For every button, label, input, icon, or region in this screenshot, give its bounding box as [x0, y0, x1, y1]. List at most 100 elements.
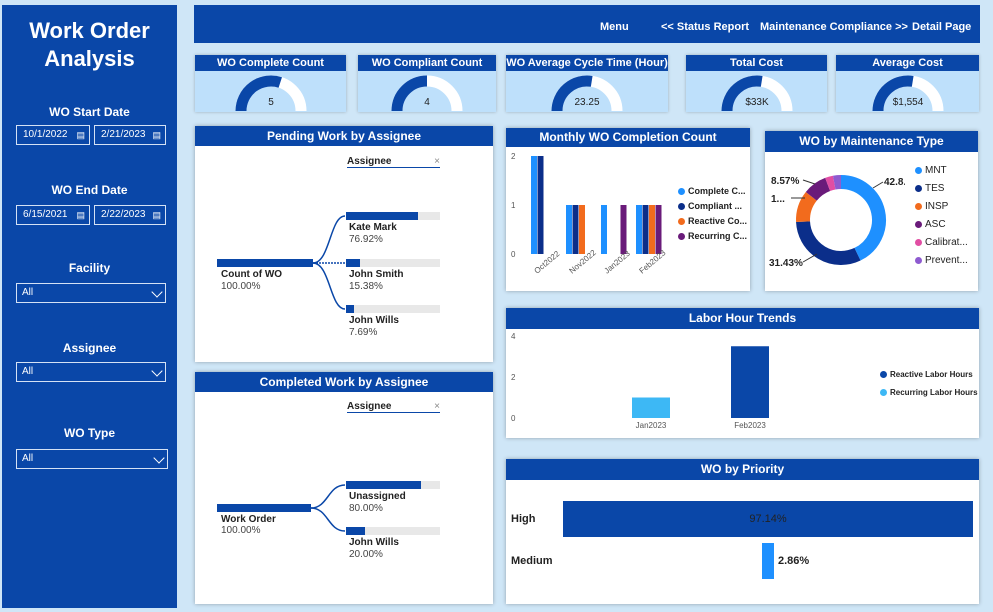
kpi-title: Average Cost	[836, 55, 979, 71]
legend-label: Recurring C...	[688, 231, 748, 241]
tree-node-bar	[346, 212, 419, 220]
kpi-gauge	[391, 75, 463, 112]
priority-bar[interactable]	[563, 501, 973, 537]
bar[interactable]	[642, 205, 649, 254]
bar[interactable]	[537, 156, 544, 254]
donut-slice[interactable]	[825, 175, 836, 192]
tree-root-pct: 100.00%	[221, 281, 261, 292]
legend-item[interactable]: Prevent...	[915, 255, 968, 266]
assignee-slicer-header[interactable]: Assignee ×	[347, 156, 440, 168]
donut-slice[interactable]	[796, 221, 861, 265]
tree-node-label: Kate Mark	[349, 222, 397, 233]
pending-work-panel: Pending Work by Assignee Assignee × Count…	[195, 126, 493, 362]
kpi-gauge	[235, 75, 307, 112]
bar[interactable]	[572, 205, 579, 254]
bar[interactable]	[601, 205, 607, 254]
donut-slice[interactable]	[832, 174, 842, 190]
bar[interactable]	[620, 205, 627, 254]
panel-title: Completed Work by Assignee	[195, 372, 493, 392]
nav-status-report-button[interactable]: << Status Report	[661, 21, 750, 33]
priority-bar[interactable]	[762, 543, 775, 579]
legend-item[interactable]: INSP	[915, 201, 968, 212]
legend-dot	[678, 203, 685, 211]
bar[interactable]	[531, 156, 537, 254]
legend-item[interactable]: Recurring Labor Hours	[880, 388, 978, 397]
bar[interactable]	[731, 346, 769, 418]
legend-item[interactable]: Calibrat...	[915, 237, 968, 248]
legend-dot	[915, 202, 922, 210]
tree-node-pct: 15.38%	[349, 281, 383, 292]
tree-root-bar[interactable]	[217, 259, 313, 267]
calendar-icon[interactable]: ▤	[152, 130, 161, 140]
assignee-slicer-header[interactable]: Assignee ×	[347, 401, 440, 413]
y-tick-label: 2	[511, 373, 516, 382]
legend-label: Reactive Labor Hours	[890, 370, 973, 379]
donut-slice[interactable]	[796, 191, 817, 223]
kpi-value: 4	[424, 97, 430, 108]
legend-item[interactable]: Complete C...	[678, 186, 747, 196]
legend-item[interactable]: Reactive Co...	[678, 216, 747, 226]
legend-dot	[678, 233, 685, 241]
start-date-to-value: 2/21/2023	[101, 129, 146, 140]
legend-label: ASC	[925, 219, 946, 230]
tree-root-bar[interactable]	[217, 504, 311, 512]
nav-menu-button[interactable]: Menu	[600, 21, 629, 33]
start-date-from-input[interactable]: 10/1/2022 ▤	[16, 125, 90, 145]
legend-item[interactable]: Recurring C...	[678, 231, 747, 241]
legend-item[interactable]: Reactive Labor Hours	[880, 370, 978, 379]
legend-item[interactable]: ASC	[915, 219, 968, 230]
nav-maintenance-compliance-button[interactable]: Maintenance Compliance >>	[760, 21, 908, 33]
leader-line	[802, 179, 816, 185]
close-icon[interactable]: ×	[434, 156, 440, 167]
legend-item[interactable]: TES	[915, 183, 968, 194]
calendar-icon[interactable]: ▤	[76, 130, 85, 140]
tree-node-track[interactable]	[346, 305, 440, 313]
legend-item[interactable]: Compliant ...	[678, 201, 747, 211]
legend-label: Prevent...	[925, 255, 968, 266]
kpi-value: 5	[268, 97, 274, 108]
legend-dot	[678, 188, 685, 196]
kpi-gauge	[551, 75, 623, 112]
kpi-card-cycle-time: WO Average Cycle Time (Hour) 23.25	[506, 55, 668, 112]
legend-label: TES	[925, 183, 945, 194]
kpi-title: WO Complete Count	[195, 55, 346, 71]
tree-node-track[interactable]	[346, 212, 440, 220]
bar[interactable]	[632, 397, 670, 419]
legend-item[interactable]: MNT	[915, 165, 968, 176]
end-date-to-input[interactable]: 2/22/2023 ▤	[94, 205, 166, 225]
tree-node-track[interactable]	[346, 481, 440, 489]
legend-dot	[880, 371, 887, 379]
end-date-to-value: 2/22/2023	[101, 209, 146, 220]
kpi-gauge	[721, 75, 793, 112]
donut-slice[interactable]	[840, 175, 886, 261]
assignee-dropdown[interactable]: All	[16, 362, 166, 382]
labor-hour-panel: Labor Hour Trends 4 2 0 Jan2023 Feb2023 Reac…	[506, 308, 979, 438]
tree-node-track[interactable]	[346, 527, 440, 535]
bar[interactable]	[566, 205, 572, 254]
nav-detail-page-button[interactable]: Detail Page	[912, 21, 972, 33]
priority-value-label: 2.86%	[778, 555, 810, 567]
close-icon[interactable]: ×	[434, 401, 440, 412]
bar[interactable]	[636, 205, 642, 254]
calendar-icon[interactable]: ▤	[76, 210, 85, 220]
facility-dropdown[interactable]: All	[16, 283, 166, 303]
kpi-title: WO Compliant Count	[358, 55, 496, 71]
kpi-card-average-cost: Average Cost $1,554	[836, 55, 979, 112]
panel-title: WO by Maintenance Type	[765, 131, 978, 152]
leader-line	[872, 181, 884, 189]
end-date-from-input[interactable]: 6/15/2021 ▤	[16, 205, 90, 225]
wotype-label: WO Type	[63, 426, 116, 440]
donut-slice[interactable]	[805, 177, 831, 202]
legend-label: Compliant ...	[688, 201, 742, 211]
start-date-label: WO Start Date	[49, 105, 130, 119]
wotype-dropdown[interactable]: All	[16, 449, 168, 469]
tree-node-bar	[346, 259, 361, 267]
y-tick-label: 0	[511, 414, 516, 423]
start-date-to-input[interactable]: 2/21/2023 ▤	[94, 125, 166, 145]
bar[interactable]	[649, 205, 655, 254]
tree-node-track[interactable]	[346, 259, 440, 267]
calendar-icon[interactable]: ▤	[152, 210, 161, 220]
tree-node-pct: 20.00%	[349, 549, 383, 560]
bar[interactable]	[579, 205, 585, 254]
bar[interactable]	[655, 205, 662, 254]
